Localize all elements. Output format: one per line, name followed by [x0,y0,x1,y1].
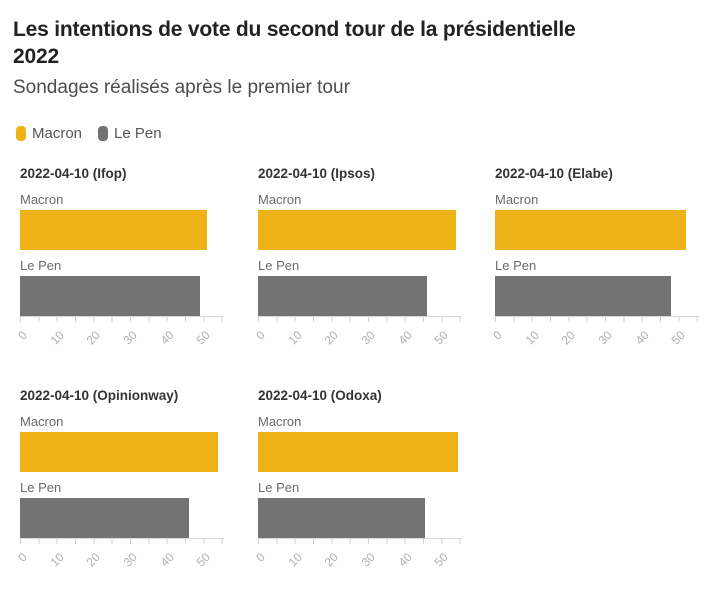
x-tick-label: 0 [490,328,505,343]
macron-color-swatch [16,126,26,141]
x-tick-label: 50 [193,328,214,348]
bar-label-macron: Macron [20,414,64,429]
poll-chart-elabe: 2022-04-10 (Elabe) Macron Le Pen 0 10 20 30… [490,166,720,376]
x-tick-label: 50 [668,328,689,348]
poll-chart-odoxa: 2022-04-10 (Odoxa) Macron Le Pen 0 10 20 30… [253,388,488,598]
x-tick-label: 40 [157,328,177,348]
x-tick-label: 0 [15,550,30,565]
bar-label-lepen: Le Pen [258,480,300,495]
x-axis [20,538,224,545]
chart-panel-title: 2022-04-10 (Opinionway) [20,388,179,403]
bar-label-macron: Macron [20,192,64,207]
x-tick-label: 0 [15,328,30,343]
chart-title-line2: 2022 [13,45,59,68]
bar-macron [258,210,456,250]
bar-label-macron: Macron [495,192,539,207]
bar-lepen [20,276,200,316]
x-axis [258,316,462,323]
chart-panel-title: 2022-04-10 (Ipsos) [258,166,376,181]
chart-panel-title: 2022-04-10 (Elabe) [495,166,613,181]
lepen-color-swatch [98,126,109,141]
x-tick-label: 30 [595,328,615,348]
bar-macron [495,210,686,250]
x-tick-label: 10 [47,550,67,570]
bar-label-macron: Macron [258,414,302,429]
x-tick-label: 30 [358,328,378,348]
x-axis [258,538,462,545]
x-tick-label: 10 [285,328,305,348]
bar-lepen [495,276,671,316]
x-tick-label: 50 [193,550,214,570]
x-tick-label: 30 [120,328,140,348]
x-tick-label: 50 [431,328,452,348]
legend-item-lepen: Le Pen [98,125,162,142]
bar-lepen [258,276,427,316]
x-tick-label: 0 [253,328,268,343]
x-axis [495,316,699,323]
chart-title-line1: Les intentions de vote du second tour de… [13,18,576,41]
legend: Macron Le Pen [16,125,174,142]
legend-label: Macron [32,125,83,142]
bar-macron [20,432,218,472]
chart-panel-title: 2022-04-10 (Odoxa) [258,388,382,403]
poll-chart-ipsos: 2022-04-10 (Ipsos) Macron Le Pen 0 10 20 30… [253,166,488,376]
bar-label-lepen: Le Pen [495,258,537,273]
bar-label-lepen: Le Pen [20,258,62,273]
chart-panel-title: 2022-04-10 (Ifop) [20,166,127,181]
bar-lepen [20,498,189,538]
x-tick-label: 0 [253,550,268,565]
x-tick-label: 40 [632,328,652,348]
x-tick-label: 40 [157,550,177,570]
x-tick-label: 10 [47,328,67,348]
bar-label-macron: Macron [258,192,302,207]
x-tick-label: 20 [321,328,342,348]
poll-chart-ifop: 2022-04-10 (Ifop) Macron Le Pen 0 10 20 30 4… [15,166,250,376]
x-axis [20,316,224,323]
x-tick-label: 50 [431,550,452,570]
x-tick-label: 20 [83,550,104,570]
x-tick-label: 20 [83,328,104,348]
x-tick-label: 20 [558,328,579,348]
x-tick-label: 10 [522,328,542,348]
chart-header: Les intentions de vote du second tour de… [13,16,693,100]
legend-label: Le Pen [114,125,162,142]
bar-macron [258,432,458,472]
bar-lepen [258,498,425,538]
x-tick-label: 10 [285,550,305,570]
x-tick-label: 40 [395,328,415,348]
x-tick-label: 30 [358,550,378,570]
bar-label-lepen: Le Pen [20,480,62,495]
bar-label-lepen: Le Pen [258,258,300,273]
poll-chart-opinionway: 2022-04-10 (Opinionway) Macron Le Pen 0 1… [15,388,250,598]
bar-macron [20,210,207,250]
x-tick-label: 40 [395,550,415,570]
x-tick-label: 20 [321,550,342,570]
legend-item-macron: Macron [16,125,82,142]
x-tick-label: 30 [120,550,140,570]
chart-subtitle: Sondages réalisés après le premier tour [13,77,350,98]
